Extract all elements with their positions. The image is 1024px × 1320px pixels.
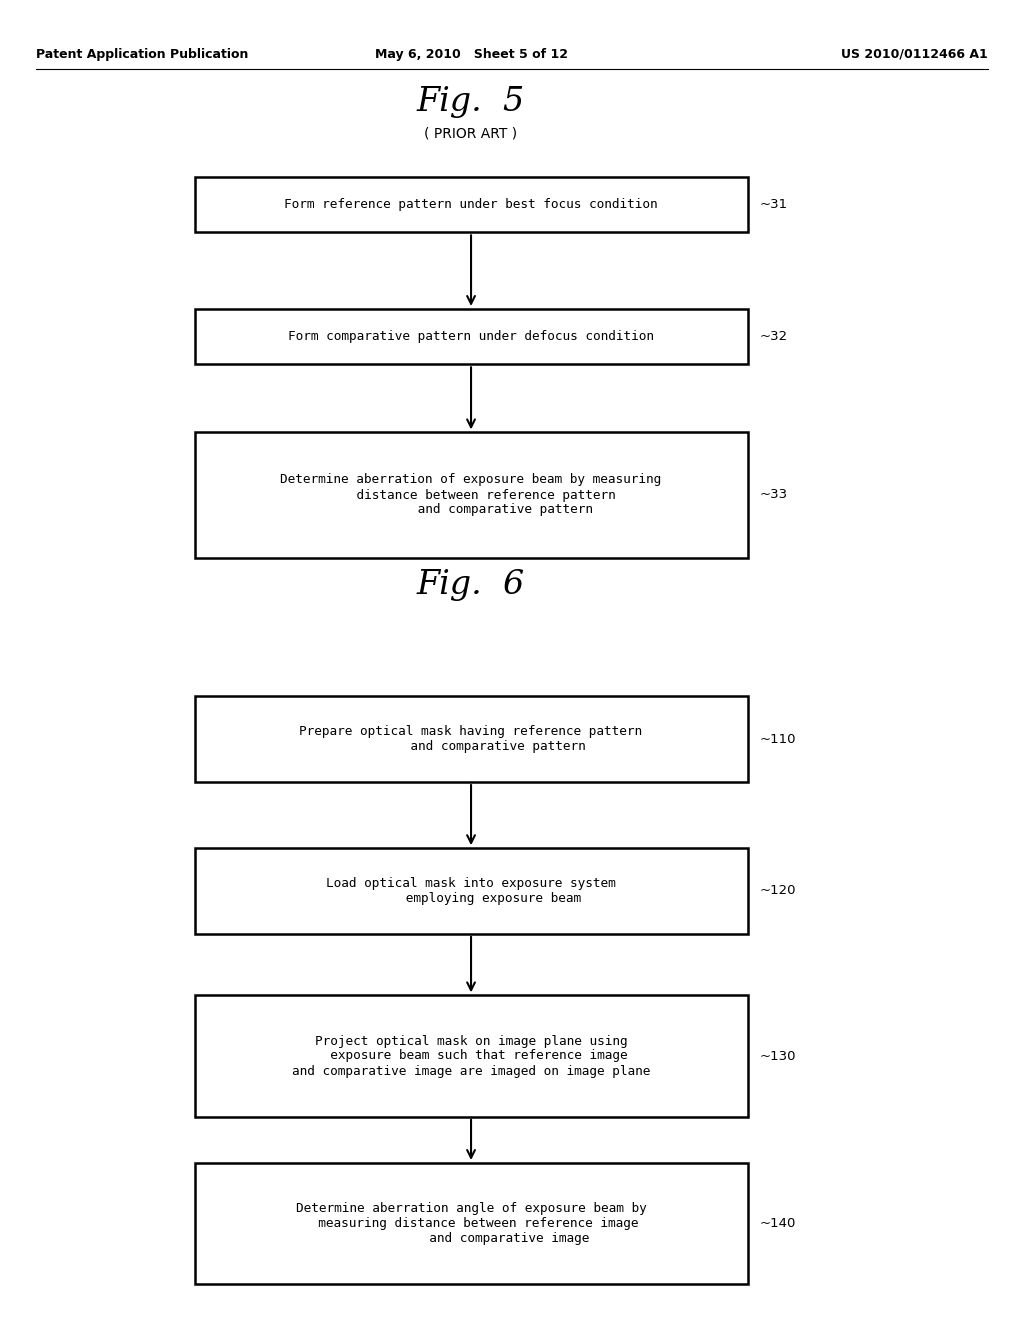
Text: Fig.  5: Fig. 5 — [417, 86, 525, 117]
Text: Determine aberration angle of exposure beam by
  measuring distance between refe: Determine aberration angle of exposure b… — [296, 1203, 646, 1245]
Bar — [195, 433, 748, 557]
Text: Form comparative pattern under defocus condition: Form comparative pattern under defocus c… — [288, 330, 654, 343]
Text: ~130: ~130 — [760, 1049, 797, 1063]
Text: ~110: ~110 — [760, 733, 797, 746]
Bar — [195, 177, 748, 232]
Text: Form reference pattern under best focus condition: Form reference pattern under best focus … — [285, 198, 657, 211]
Bar — [195, 995, 748, 1117]
Text: Patent Application Publication: Patent Application Publication — [36, 48, 248, 61]
Text: ~32: ~32 — [760, 330, 787, 343]
Text: ~33: ~33 — [760, 488, 787, 502]
Text: US 2010/0112466 A1: US 2010/0112466 A1 — [842, 48, 988, 61]
Bar — [195, 849, 748, 935]
Text: Prepare optical mask having reference pattern
       and comparative pattern: Prepare optical mask having reference pa… — [299, 725, 643, 754]
Text: Determine aberration of exposure beam by measuring
    distance between referenc: Determine aberration of exposure beam by… — [281, 474, 662, 516]
Text: ( PRIOR ART ): ( PRIOR ART ) — [425, 127, 517, 140]
Text: Project optical mask on image plane using
  exposure beam such that reference im: Project optical mask on image plane usin… — [292, 1035, 650, 1077]
Bar — [195, 1163, 748, 1284]
Bar — [195, 309, 748, 364]
Text: ~140: ~140 — [760, 1217, 797, 1230]
Text: Fig.  6: Fig. 6 — [417, 569, 525, 601]
Text: ~120: ~120 — [760, 884, 797, 898]
Text: May 6, 2010   Sheet 5 of 12: May 6, 2010 Sheet 5 of 12 — [375, 48, 567, 61]
Text: Load optical mask into exposure system
      employing exposure beam: Load optical mask into exposure system e… — [327, 876, 615, 906]
Text: ~31: ~31 — [760, 198, 787, 211]
Bar — [195, 697, 748, 781]
